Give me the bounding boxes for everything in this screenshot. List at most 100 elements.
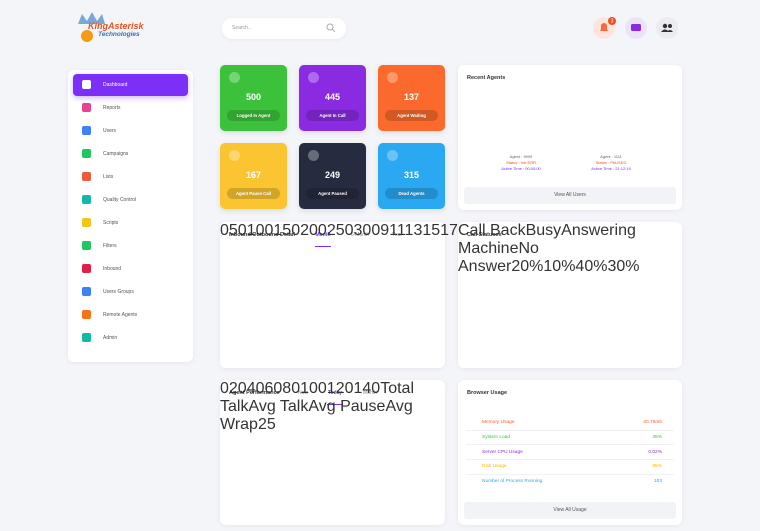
usage-value: 103 xyxy=(653,479,662,485)
search-box[interactable]: Search... xyxy=(222,18,346,39)
sidebar-item[interactable]: Dashboard xyxy=(73,74,188,96)
logo[interactable]: KingAsterisk Technologies xyxy=(74,10,174,48)
y-tick-label: 150 xyxy=(273,222,301,239)
y-tick-label: Avg Talk xyxy=(248,398,309,415)
stat-button[interactable]: Agent Pause Call xyxy=(227,188,280,199)
slice-label: 10% xyxy=(543,258,576,275)
agent-agent: Agent : 1111 xyxy=(600,154,622,159)
stat-value: 315 xyxy=(403,170,420,180)
panel-title: Inbound/Outbound Detail xyxy=(229,232,295,238)
stat-button[interactable]: Logged In Agent xyxy=(227,110,280,121)
x-tick-label: 60 xyxy=(264,380,283,397)
agent-agent: Agent : 9999 xyxy=(509,154,533,159)
tab-underline xyxy=(315,246,331,247)
panel-title: Call Statuses xyxy=(467,232,502,238)
sidebar-icon xyxy=(82,333,91,342)
sidebar-label: Scripts xyxy=(103,220,119,226)
stat-icon xyxy=(387,150,398,161)
sidebar-icon xyxy=(82,172,91,181)
y-tick-label: 300 xyxy=(353,222,381,239)
users-button[interactable] xyxy=(656,17,678,39)
x-tick-label: 13 xyxy=(404,222,423,239)
tab-underline xyxy=(327,404,343,405)
logo-name: KingAsterisk xyxy=(88,21,144,31)
stat-card: 249 Agent Paused xyxy=(299,143,366,209)
tab[interactable]: 6-Month xyxy=(350,232,370,238)
y-tick-label: Avg Wrap xyxy=(220,398,413,433)
usage-label: Disk Usage xyxy=(482,464,507,470)
stat-button[interactable]: Agent In Call xyxy=(306,110,359,121)
sidebar-item[interactable]: Remote Agents xyxy=(73,304,188,326)
view-all-users-button[interactable]: View All Users xyxy=(464,187,676,204)
slice-label: 30% xyxy=(607,258,640,275)
sidebar-label: Lists xyxy=(103,174,114,180)
sidebar-icon xyxy=(82,149,91,158)
sidebar-item[interactable]: Reports xyxy=(73,97,188,119)
slice-label: 20% xyxy=(511,258,544,275)
stat-button[interactable]: Agent Waiting xyxy=(385,110,438,121)
stat-card: 137 Agent Waiting xyxy=(378,65,445,131)
stat-button[interactable]: Agent Paused xyxy=(306,188,359,199)
y-tick-label: 250 xyxy=(326,222,354,239)
sidebar-label: Campaigns xyxy=(103,151,129,157)
sidebar-item[interactable]: Lists xyxy=(73,166,188,188)
sidebar-label: Users xyxy=(103,128,117,134)
usage-label: Memory Usage xyxy=(482,420,515,425)
sidebar: Dashboard Reports Users Campaigns Lists Quali… xyxy=(68,70,193,362)
slice-label: 40% xyxy=(575,258,608,275)
recent-agents-panel: Recent Agents View All Users Agent : 999… xyxy=(458,65,682,210)
sidebar-item[interactable]: Scripts xyxy=(73,212,188,234)
sidebar-icon xyxy=(82,218,91,227)
browser-usage-panel: Browser Usage View All Usage Memory Usag… xyxy=(458,380,682,525)
sidebar-item[interactable]: Inbound xyxy=(73,258,188,280)
sidebar-item[interactable]: Campaigns xyxy=(73,143,188,165)
sidebar-item[interactable]: Admin xyxy=(73,327,188,349)
tab[interactable]: Year xyxy=(391,232,403,238)
x-tick-label: 9 xyxy=(380,222,390,239)
sidebar-item[interactable]: Quality Control xyxy=(73,189,188,211)
logo-art xyxy=(78,12,105,42)
stat-card: 445 Agent In Call xyxy=(299,65,366,131)
sidebar-icon xyxy=(82,80,91,89)
x-tick-label: 15 xyxy=(422,222,441,239)
y-tick-label: Avg Pause xyxy=(308,398,386,415)
view-all-usage-button[interactable]: View All Usage xyxy=(464,502,676,519)
sidebar-label: Users Groups xyxy=(103,289,134,295)
sidebar-icon xyxy=(82,103,91,112)
panel-title: Recent Agents xyxy=(467,75,506,81)
sidebar-item[interactable]: Filters xyxy=(73,235,188,257)
tab[interactable]: Month xyxy=(315,232,331,238)
agent-status: Status : PAUSED xyxy=(595,160,627,165)
logo-subtitle: Technologies xyxy=(98,31,140,38)
legend-label: Busy xyxy=(525,222,562,239)
notification-button[interactable]: 3 xyxy=(593,17,616,39)
agent-active-time: Active Time : 21:12:19 xyxy=(591,166,631,171)
x-tick-label: 0 xyxy=(220,380,229,397)
tab[interactable]: Today xyxy=(327,390,343,396)
stat-icon xyxy=(229,150,240,161)
sidebar-item[interactable]: Users xyxy=(73,120,188,142)
stat-button[interactable]: Dead Agents xyxy=(385,188,438,199)
stat-icon xyxy=(308,150,319,161)
tab[interactable]: Now xyxy=(297,390,308,396)
legend-label: Call Back xyxy=(458,222,526,239)
header-icons: 3 xyxy=(593,17,678,39)
notification-count: 3 xyxy=(611,19,614,25)
sidebar-icon xyxy=(82,287,91,296)
usage-label: System Load xyxy=(482,434,510,440)
agent-status: Status : Ver.ERR xyxy=(505,160,536,165)
sidebar-item[interactable]: Users Groups xyxy=(73,281,188,303)
y-tick-label: 50 xyxy=(228,222,247,239)
sidebar-icon xyxy=(82,195,91,204)
row-divider xyxy=(466,429,674,431)
row-divider xyxy=(466,444,674,446)
legend-label: No Answer xyxy=(458,240,539,275)
message-button[interactable] xyxy=(625,17,647,39)
sidebar-label: Reports xyxy=(103,105,121,111)
sidebar-label: Filters xyxy=(103,243,117,249)
sidebar-label: Quality Control xyxy=(103,197,137,203)
sidebar-icon xyxy=(82,126,91,135)
x-tick-label: 100 xyxy=(300,380,327,397)
usage-value: 45% xyxy=(652,434,662,440)
tab[interactable]: Month xyxy=(363,390,377,396)
